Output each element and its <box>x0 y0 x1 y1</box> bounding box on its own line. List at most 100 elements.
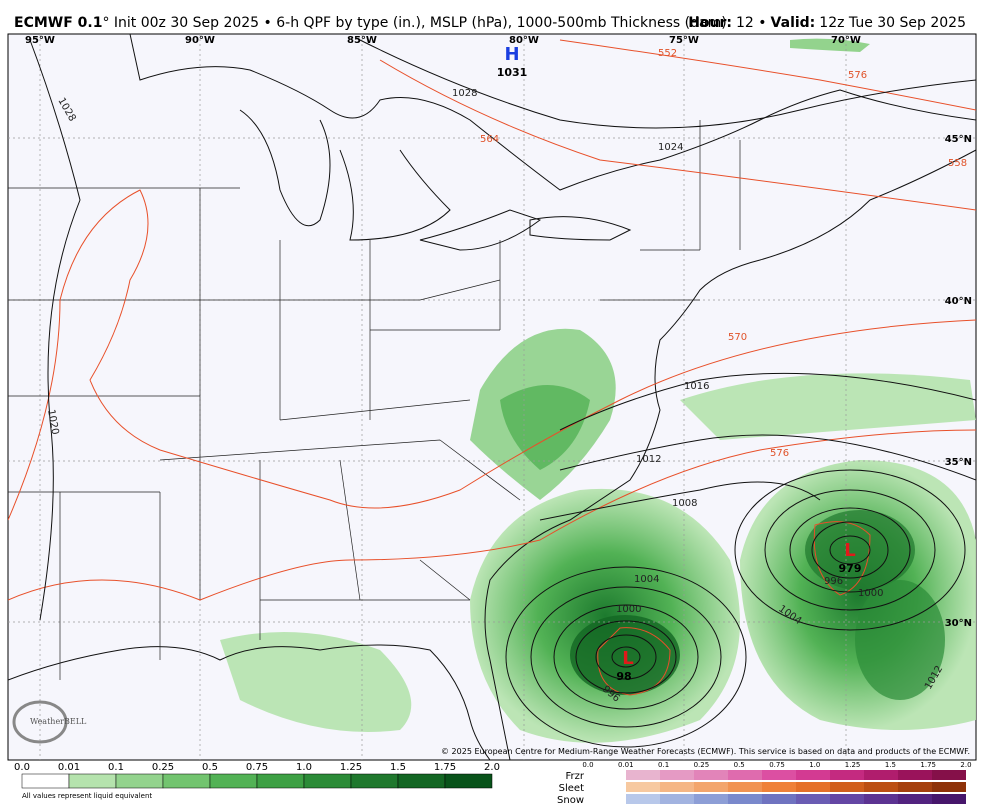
ptype-name: Sleet <box>559 783 584 794</box>
map: 95°W 90°W 85°W 80°W 75°W 70°W 45°N 40°N … <box>8 34 976 760</box>
credit: © 2025 European Centre for Medium-Range … <box>441 747 970 756</box>
qpf-swatch <box>68 773 117 789</box>
ptype-tick-label: 1.0 <box>809 761 820 769</box>
ptype-swatch <box>932 770 966 780</box>
low-value: 98 <box>616 670 631 683</box>
isobar-label: 1000 <box>858 588 883 599</box>
isobar-label: 1000 <box>616 604 641 615</box>
isobar-label: 1020 <box>45 409 60 436</box>
isobar-label: 1028 <box>452 88 477 99</box>
ptype-swatch <box>864 782 898 792</box>
qpf-swatch <box>162 773 211 789</box>
ptype-swatch <box>898 770 932 780</box>
isobar-label: 1004 <box>634 574 659 585</box>
ptype-tick-label: 0.75 <box>769 761 785 769</box>
ptype-swatch <box>626 782 660 792</box>
ptype-tick-label: 1.25 <box>845 761 861 769</box>
ptype-swatch <box>728 782 762 792</box>
thickness-lines <box>8 39 976 696</box>
qpf-swatch <box>397 773 446 789</box>
qpf-tick-label: 1.75 <box>434 762 456 773</box>
ptype-tick-label: 0.25 <box>694 761 710 769</box>
ptype-swatch <box>626 794 660 804</box>
high-value: 1031 <box>497 66 528 79</box>
legend: All values represent liquid equivalent 0… <box>14 761 972 806</box>
description: ° Init 00z 30 Sep 2025 • 6-h QPF by type… <box>102 15 726 31</box>
qpf-tick-label: 0.1 <box>108 762 124 773</box>
lat-labels: 45°N 40°N 35°N 30°N <box>945 134 972 629</box>
high-letter: H <box>504 44 519 65</box>
isobar-label: 996 <box>824 576 843 587</box>
thickness-label: 576 <box>848 70 867 81</box>
low-value: 979 <box>839 562 862 575</box>
ptype-swatch <box>762 794 796 804</box>
ptype-tick-label: 0.0 <box>582 761 593 769</box>
ptype-swatch <box>660 770 694 780</box>
ptype-swatch <box>796 794 830 804</box>
pressure-centers: H 1031 L 979 L 98 <box>497 44 862 683</box>
ptype-swatch <box>728 794 762 804</box>
isobar-label: 1008 <box>672 498 697 509</box>
qpf-tick-label: 1.25 <box>340 762 362 773</box>
lat-label: 40°N <box>945 296 972 307</box>
ptype-swatch <box>898 794 932 804</box>
qpf-tick-label: 0.25 <box>152 762 174 773</box>
ptype-swatch <box>694 770 728 780</box>
thickness-labels: 552 576 564 558 570 576 <box>480 48 967 459</box>
precipitation <box>220 38 976 743</box>
lon-label: 75°W <box>669 35 699 46</box>
valid: 12z Tue 30 Sep 2025 <box>819 15 966 31</box>
low-letter: L <box>844 540 855 561</box>
ptype-swatch <box>796 782 830 792</box>
valid-label: Valid: <box>771 15 816 31</box>
lat-label: 35°N <box>945 457 972 468</box>
qpf-swatch <box>256 773 305 789</box>
ptype-swatch <box>660 794 694 804</box>
qpf-swatch <box>444 773 493 789</box>
qpf-swatch <box>115 773 164 789</box>
lon-label: 90°W <box>185 35 215 46</box>
ptype-swatch <box>932 782 966 792</box>
thickness-label: 576 <box>770 448 789 459</box>
ptype-swatch <box>796 770 830 780</box>
low-letter: L <box>622 648 633 669</box>
header-title: ECMWF 0.1° Init 00z 30 Sep 2025 • 6-h QP… <box>14 15 727 31</box>
ptype-swatch <box>694 782 728 792</box>
isobar-label: 1012 <box>636 454 661 465</box>
ptype-swatch <box>864 770 898 780</box>
qpf-swatch <box>303 773 352 789</box>
thickness-label: 564 <box>480 134 499 145</box>
ptype-swatch <box>660 782 694 792</box>
ptype-tick-label: 0.1 <box>658 761 669 769</box>
grid-lines <box>8 34 976 760</box>
ptype-tick-label: 1.5 <box>885 761 896 769</box>
ptype-swatch <box>728 770 762 780</box>
ptype-tick-label: 2.0 <box>960 761 971 769</box>
lon-label: 95°W <box>25 35 55 46</box>
lon-label: 70°W <box>831 35 861 46</box>
lon-label: 85°W <box>347 35 377 46</box>
qpf-swatch <box>21 773 70 789</box>
qpf-tick-label: 0.0 <box>14 762 30 773</box>
thickness-label: 558 <box>948 158 967 169</box>
qpf-swatch <box>350 773 399 789</box>
ptype-swatch <box>932 794 966 804</box>
ptype-tick-label: 1.75 <box>920 761 936 769</box>
isobar-label: 1016 <box>684 381 709 392</box>
header-valid: Hour: 12 • Valid: 12z Tue 30 Sep 2025 <box>688 15 966 31</box>
lat-label: 30°N <box>945 618 972 629</box>
ptype-swatch <box>694 794 728 804</box>
geography <box>8 34 976 760</box>
hour: 12 • <box>736 15 767 31</box>
logo: WeatherBELL <box>12 700 87 744</box>
ptype-swatch <box>864 794 898 804</box>
qpf-tick-label: 0.75 <box>246 762 268 773</box>
ptype-swatch <box>762 770 796 780</box>
qpf-tick-label: 1.5 <box>390 762 406 773</box>
qpf-tick-label: 1.0 <box>296 762 312 773</box>
ptype-swatch <box>830 770 864 780</box>
qpf-tick-label: 0.01 <box>58 762 80 773</box>
ptype-swatch <box>626 770 660 780</box>
model: ECMWF 0.1 <box>14 15 102 31</box>
